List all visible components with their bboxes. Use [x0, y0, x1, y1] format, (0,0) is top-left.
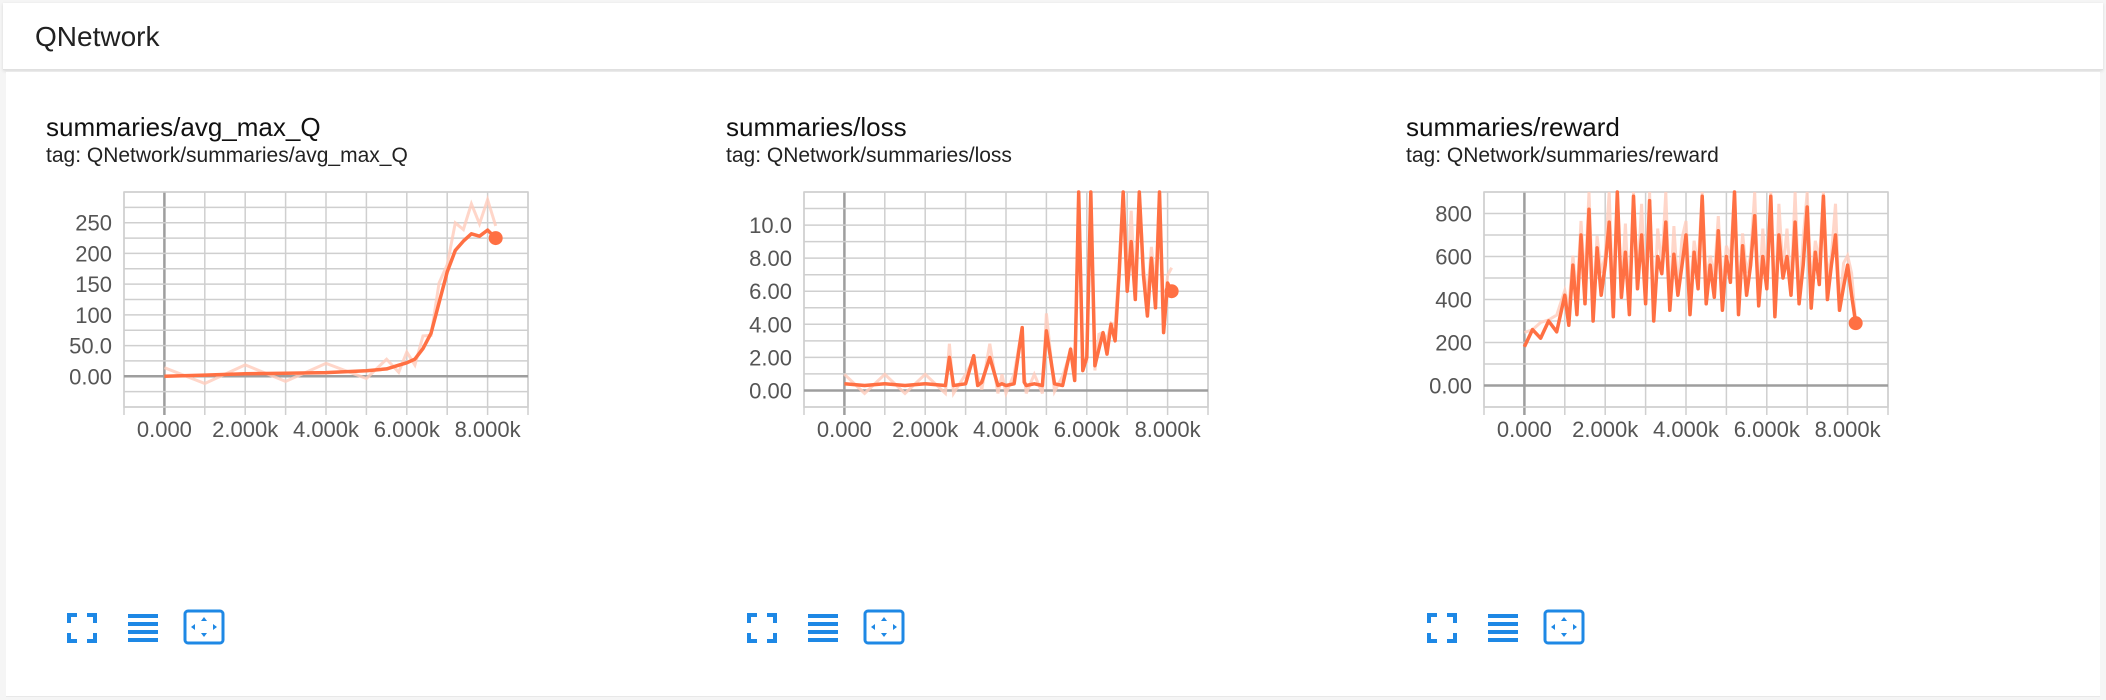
- lines-icon: [128, 614, 158, 642]
- x-tick-label: 0.000: [817, 417, 872, 442]
- x-tick-label: 4.000k: [1653, 417, 1720, 442]
- y-tick-label: 2.00: [749, 345, 792, 370]
- fit-domain-icon: [1543, 609, 1585, 645]
- last-point-marker: [1164, 284, 1179, 299]
- line-chart[interactable]: 0.00 2.00 4.00 6.00 8.00 10.0 0.000 2.000k 4.000…: [686, 72, 1366, 592]
- card-title: summaries/loss: [726, 112, 907, 142]
- y-tick-label: 0.00: [1429, 374, 1472, 399]
- scalar-card-container: summaries/avg_max_Q tag: QNetwork/summar…: [6, 72, 2100, 697]
- fullscreen-button[interactable]: [1419, 605, 1465, 651]
- fullscreen-icon: [747, 613, 777, 643]
- x-tick-label: 2.000k: [892, 417, 959, 442]
- last-point-marker: [488, 231, 503, 246]
- x-tick-label: 6.000k: [374, 417, 441, 442]
- fit-domain-button[interactable]: [181, 605, 227, 651]
- run-group-title: QNetwork: [35, 21, 160, 52]
- x-tick-label: 0.000: [1497, 417, 1552, 442]
- y-tick-label: 250: [75, 211, 112, 236]
- card-tag: tag: QNetwork/summaries/avg_max_Q: [46, 144, 408, 167]
- fit-domain-icon: [863, 609, 905, 645]
- card-title: summaries/avg_max_Q: [46, 112, 321, 142]
- fullscreen-button[interactable]: [59, 605, 105, 651]
- y-tick-label: 800: [1435, 202, 1472, 227]
- fullscreen-button[interactable]: [739, 605, 785, 651]
- y-tick-label: 0.00: [69, 364, 112, 389]
- toggle-log-scale-button[interactable]: [1480, 605, 1526, 651]
- y-tick-label: 100: [75, 303, 112, 328]
- line-chart[interactable]: 0.00 50.0 100 150 200 250 0.000 2.000k 4.000k 6.0…: [6, 72, 686, 592]
- last-point-marker: [1848, 316, 1863, 331]
- fit-domain-button[interactable]: [1541, 605, 1587, 651]
- y-tick-label: 200: [1435, 331, 1472, 356]
- run-group-header: QNetwork: [3, 3, 2103, 70]
- card-tag: tag: QNetwork/summaries/reward: [1406, 144, 1719, 167]
- scalar-card-avg-max-q: summaries/avg_max_Q tag: QNetwork/summar…: [6, 72, 686, 692]
- smoothed-series-line: [164, 228, 497, 379]
- card-title: summaries/reward: [1406, 112, 1620, 142]
- smoothed-series-line: [844, 190, 1174, 388]
- x-tick-label: 8.000k: [1815, 417, 1882, 442]
- y-tick-label: 600: [1435, 245, 1472, 270]
- x-tick-label: 4.000k: [973, 417, 1040, 442]
- y-tick-label: 6.00: [749, 279, 792, 304]
- toggle-log-scale-button[interactable]: [800, 605, 846, 651]
- x-tick-label: 6.000k: [1054, 417, 1121, 442]
- x-tick-label: 0.000: [137, 417, 192, 442]
- fit-domain-button[interactable]: [861, 605, 907, 651]
- y-tick-label: 4.00: [749, 312, 792, 337]
- y-tick-label: 0.00: [749, 378, 792, 403]
- x-tick-label: 4.000k: [293, 417, 360, 442]
- x-tick-label: 2.000k: [1572, 417, 1639, 442]
- lines-icon: [808, 614, 838, 642]
- y-tick-label: 200: [75, 241, 112, 266]
- y-tick-label: 8.00: [749, 246, 792, 271]
- fullscreen-icon: [67, 613, 97, 643]
- y-tick-label: 150: [75, 272, 112, 297]
- card-tag: tag: QNetwork/summaries/loss: [726, 144, 1012, 167]
- scalar-card-loss: summaries/loss tag: QNetwork/summaries/l…: [686, 72, 1366, 692]
- toggle-log-scale-button[interactable]: [120, 605, 166, 651]
- x-tick-label: 2.000k: [212, 417, 279, 442]
- y-tick-label: 50.0: [69, 334, 112, 359]
- y-tick-label: 10.0: [749, 213, 792, 238]
- fit-domain-icon: [183, 609, 225, 645]
- x-tick-label: 6.000k: [1734, 417, 1801, 442]
- line-chart[interactable]: 0.00 200 400 600 800 0.000 2.000k 4.000k 6.000k 8…: [1366, 72, 2046, 592]
- scalar-card-reward: summaries/reward tag: QNetwork/summaries…: [1366, 72, 2046, 692]
- y-tick-label: 400: [1435, 288, 1472, 313]
- smoothed-series-line: [1522, 190, 1858, 348]
- x-tick-label: 8.000k: [1135, 417, 1202, 442]
- x-tick-label: 8.000k: [455, 417, 522, 442]
- lines-icon: [1488, 614, 1518, 642]
- fullscreen-icon: [1427, 613, 1457, 643]
- raw-series-line: [163, 194, 498, 386]
